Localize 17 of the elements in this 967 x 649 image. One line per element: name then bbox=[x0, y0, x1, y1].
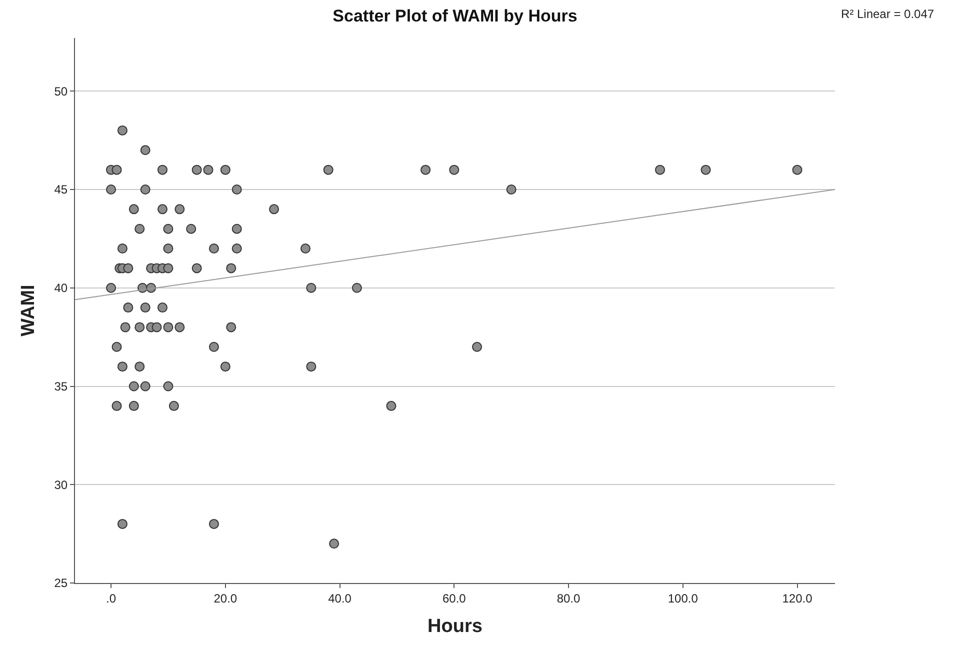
y-tick-label: 25 bbox=[54, 576, 68, 590]
x-tick-label: 80.0 bbox=[556, 591, 581, 606]
x-tick-label: 100.0 bbox=[668, 591, 698, 606]
y-axis-title: WAMI bbox=[18, 284, 40, 336]
text: R² Linear = 0.047 bbox=[841, 7, 934, 21]
x-tick-label: 60.0 bbox=[442, 591, 466, 606]
x-axis-title: Hours bbox=[428, 616, 482, 638]
y-tick-label: 50 bbox=[54, 84, 68, 98]
y-tick-label: 35 bbox=[54, 379, 68, 394]
chart-title: Scatter Plot of WAMI by Hours bbox=[332, 6, 578, 26]
x-tick-label: .0 bbox=[106, 591, 116, 606]
y-tick-label: 45 bbox=[54, 182, 68, 197]
x-tick-label: 40.0 bbox=[328, 591, 352, 606]
x-tick-label: 20.0 bbox=[214, 591, 238, 606]
y-tick-label: 40 bbox=[54, 281, 68, 296]
x-tick-label: 120.0 bbox=[782, 591, 813, 606]
y-tick-label: 30 bbox=[54, 478, 68, 492]
